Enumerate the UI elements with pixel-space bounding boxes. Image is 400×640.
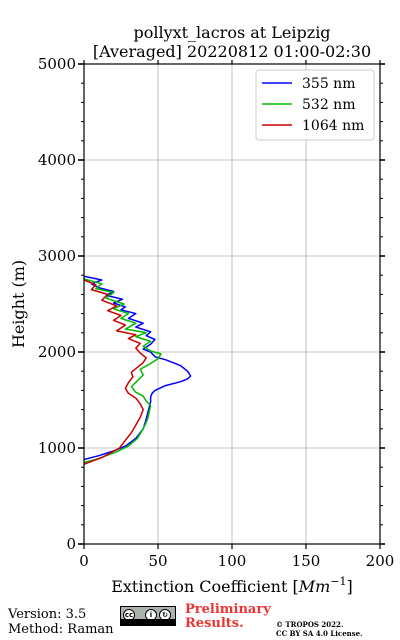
chart-title-line1: pollyxt_lacros at Leipzig <box>133 23 330 42</box>
series-line-1064-nm <box>84 279 147 465</box>
x-tick-label: 100 <box>218 552 247 570</box>
x-axis-label-exponent: −1 <box>330 575 346 588</box>
x-axis-label: Extinction Coefficient [Mm−1] <box>111 575 353 596</box>
legend-entry-label: 1064 nm <box>302 118 364 134</box>
legend-box <box>255 69 375 141</box>
copyright-text: © TROPOS 2022. CC BY SA 4.0 License. <box>276 620 363 638</box>
chart-title-line2: [Averaged] 20220812 01:00-02:30 <box>93 42 371 61</box>
copyright-line1: © TROPOS 2022. <box>276 620 344 629</box>
method-text: Method: Raman <box>8 622 114 637</box>
y-tick-label: 0 <box>66 535 76 553</box>
legend: 355 nm 532 nm 1064 nm <box>255 69 375 141</box>
cc-license-badge: cc i ↻ <box>120 606 176 626</box>
y-axis-label: Height (m) <box>9 260 28 348</box>
preliminary-results-text: Preliminary Results. <box>185 603 271 631</box>
y-tick-label: 4000 <box>38 151 76 169</box>
preliminary-line1: Preliminary <box>185 602 271 617</box>
x-tick-label: 50 <box>148 552 167 570</box>
y-tick-label: 1000 <box>38 439 76 457</box>
y-tick-label: 5000 <box>38 55 76 73</box>
legend-entry-label: 355 nm <box>302 76 355 92</box>
y-tick-label: 3000 <box>38 247 76 265</box>
x-axis-label-unit: Mm <box>298 577 331 596</box>
x-axis-label-text: Extinction Coefficient [ <box>111 577 299 596</box>
preliminary-line2: Results. <box>185 616 244 631</box>
series-layer <box>84 275 192 465</box>
series-line-532-nm <box>84 278 162 464</box>
x-axis-label-close: ] <box>347 577 353 596</box>
x-tick-label: 0 <box>79 552 89 570</box>
y-tick-label: 2000 <box>38 343 76 361</box>
version-text: Version: 3.5 <box>8 607 87 622</box>
legend-entry-label: 532 nm <box>302 97 355 113</box>
x-tick-label: 150 <box>292 552 321 570</box>
copyright-line2: CC BY SA 4.0 License. <box>276 629 363 638</box>
x-tick-label: 200 <box>366 552 395 570</box>
